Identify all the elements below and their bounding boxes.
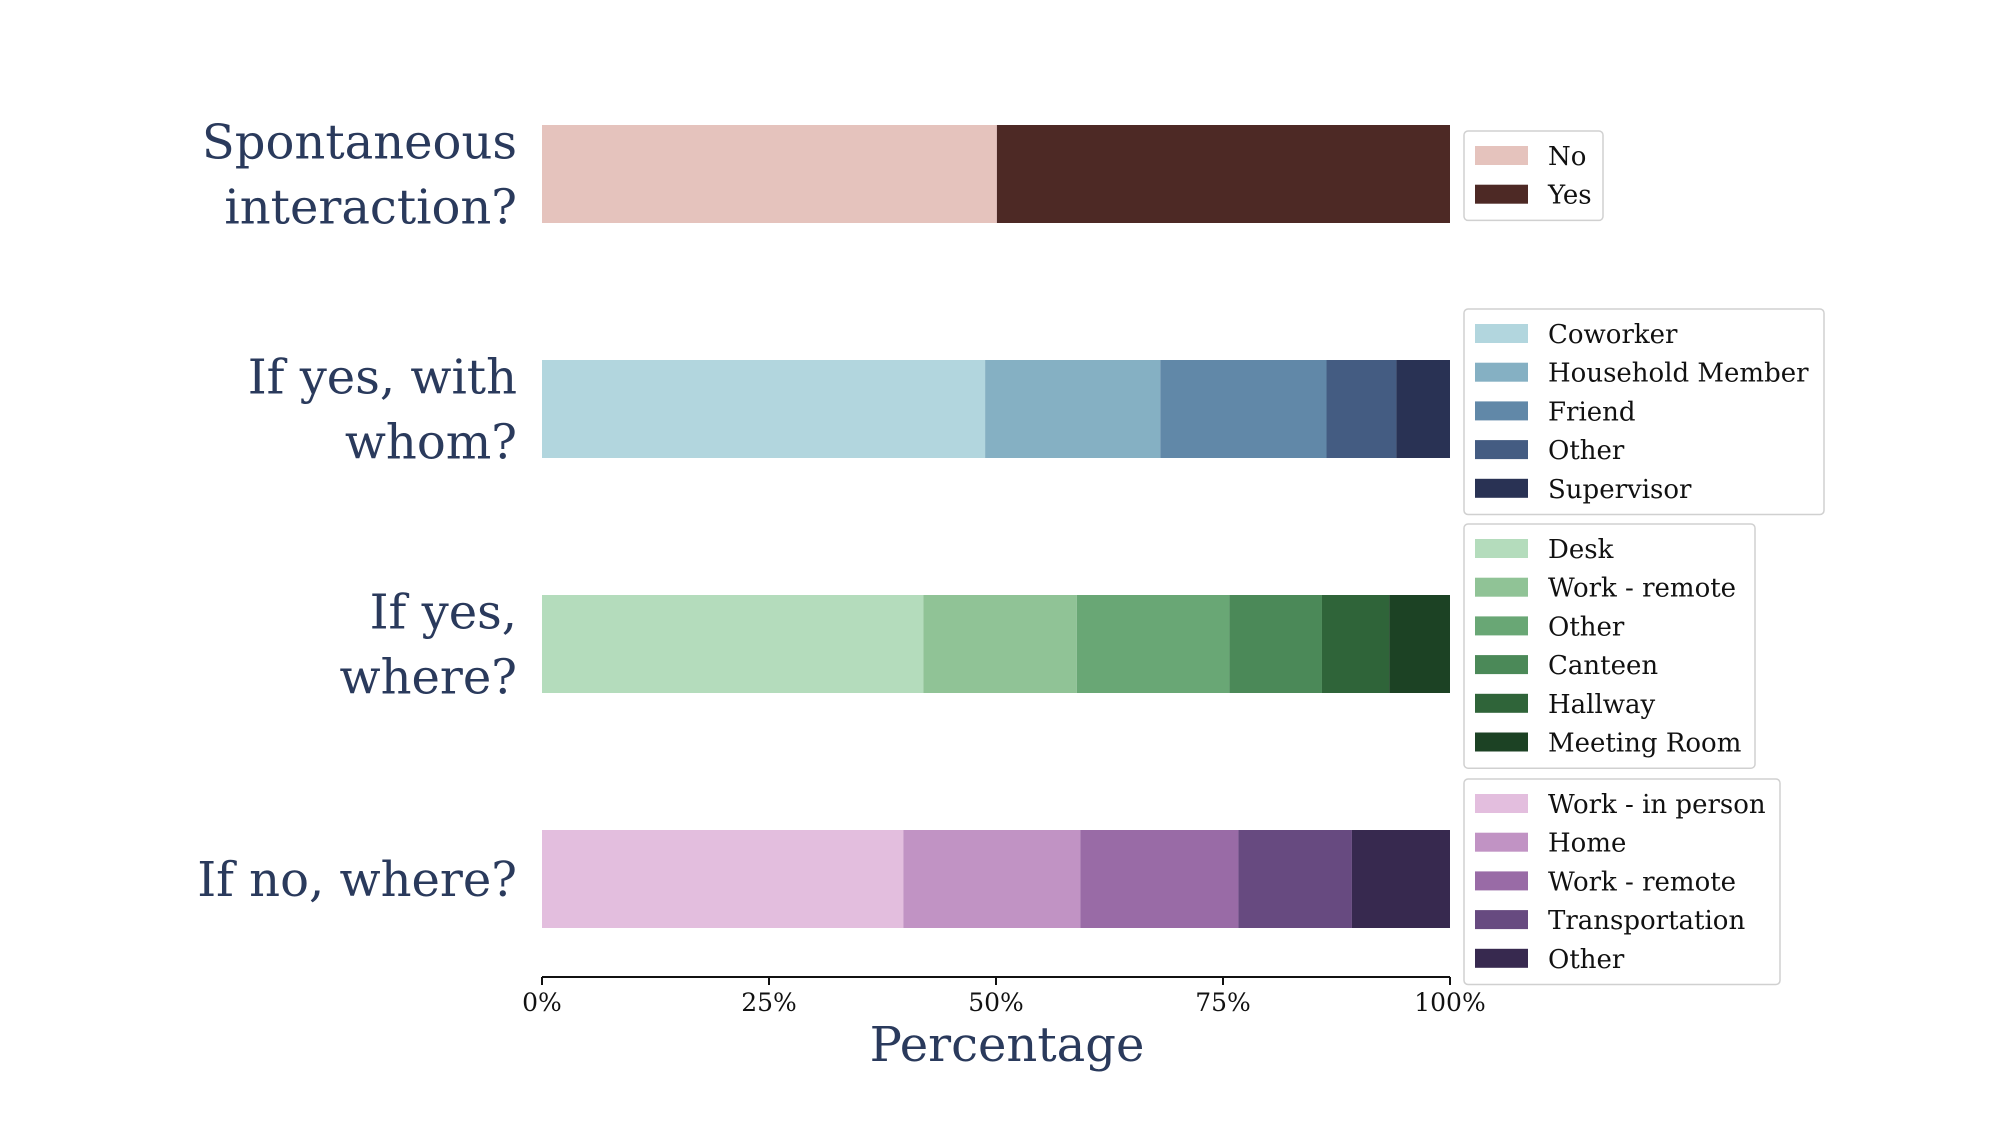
bar-segment [542,360,986,458]
legend-label: Other [1548,612,1625,642]
bar-segment [1160,360,1327,458]
category-labels: Spontaneous interaction? If yes, with whom?… [197,115,517,909]
x-tick-label: 75% [1195,988,1251,1017]
legend-swatch [1475,948,1528,968]
bar-segment [985,360,1161,458]
legend-label: Supervisor [1548,475,1692,505]
x-tick-label: 0% [522,988,562,1017]
legend-swatch [1475,184,1528,204]
legend-label: Friend [1548,397,1636,427]
legend-label: No [1548,142,1586,172]
bar-segment [542,830,904,928]
legend-swatch [1475,324,1528,343]
legend-swatch [1475,732,1528,752]
legend-swatch [1475,401,1528,421]
legend-swatch [1475,577,1528,597]
legend-label: Coworker [1548,320,1678,350]
category-label: Spontaneous [202,115,517,171]
bar-segment [903,830,1081,928]
legend-box [1463,308,1825,516]
legend-swatch [1475,616,1528,636]
legend-label: Hallway [1548,690,1656,720]
legend-label: Work - remote [1548,867,1736,897]
x-axis: 0% 25% 50% 75% 100% [522,976,1486,1017]
legend-box [1463,778,1781,986]
legend-label: Yes [1547,181,1592,211]
legend-label: Work - in person [1548,790,1766,820]
bar-segment [1076,595,1230,693]
legend-box [1463,523,1756,769]
bar-segment [542,125,997,223]
category-label: where? [340,650,518,706]
legend-swatch [1475,655,1528,675]
legend-label: Home [1548,829,1626,859]
legend-swatch [1475,832,1528,852]
legend-swatch [1475,871,1528,891]
bar-segment [542,595,924,693]
bar-segment [923,595,1077,693]
legends: No Yes Coworker Household Member Friend Other… [1463,130,1825,986]
x-tick-label: 100% [1414,988,1485,1017]
category-label: whom? [345,415,517,471]
legend-swatch [1475,362,1528,382]
x-axis-title: Percentage [870,1017,1145,1073]
legend-label: Work - remote [1548,574,1736,604]
bar-segment [1396,360,1450,458]
legend-label: Other [1548,945,1625,975]
legend-swatch [1475,794,1528,813]
legend-label: Desk [1548,535,1614,565]
bar-segment [1080,830,1239,928]
legend-swatch [1475,440,1528,460]
legend-label: Transportation [1548,906,1745,936]
legend-swatch [1475,478,1528,498]
bar-segment [1238,830,1352,928]
category-label: If no, where? [197,852,517,908]
legend-swatch [1475,910,1528,930]
legend-label: Other [1548,436,1625,466]
legend-swatch [1475,693,1528,713]
bar-segment [1389,595,1450,693]
bar-segment [1351,830,1450,928]
legend-label: Meeting Room [1548,729,1741,759]
x-tick-label: 25% [741,988,797,1017]
bars-layer [542,125,1450,928]
category-label: If yes, [370,585,517,641]
legend-swatch [1475,539,1528,558]
bar-segment [1326,360,1397,458]
category-label: If yes, with [248,350,517,406]
bar-segment [996,125,1450,223]
category-label: interaction? [224,180,517,236]
bar-segment [1321,595,1390,693]
legend-label: Household Member [1548,359,1809,389]
legend-label: Canteen [1548,651,1658,681]
bar-segment [1229,595,1322,693]
x-tick-label: 50% [968,988,1024,1017]
legend-swatch [1475,146,1528,165]
